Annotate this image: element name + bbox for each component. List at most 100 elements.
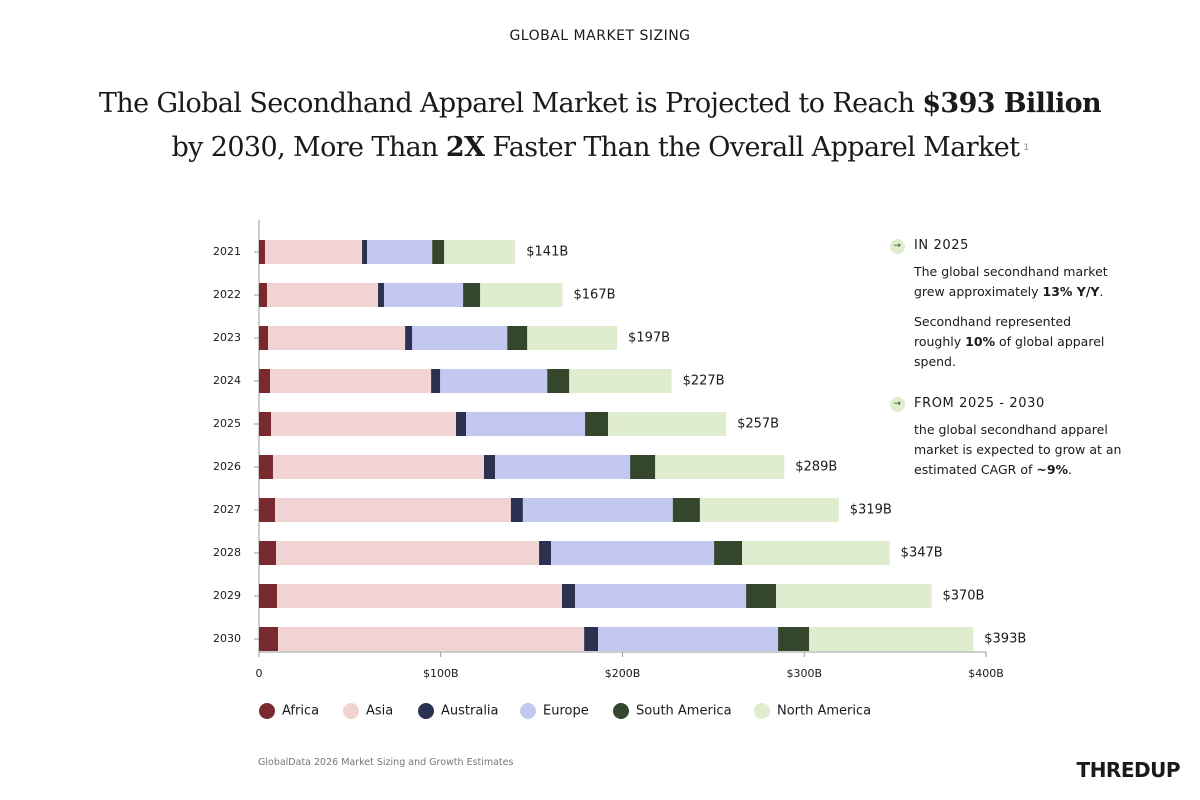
- bar-segment: [527, 326, 618, 350]
- bar-segment: [569, 369, 672, 393]
- bar-segment: [270, 369, 432, 393]
- note: → FROM 2025 - 2030 the global secondhand a…: [890, 394, 1122, 480]
- title-part: 2X: [445, 132, 485, 163]
- legend-swatch: [343, 703, 359, 719]
- legend-swatch: [418, 703, 434, 719]
- bar-segment: [776, 584, 932, 608]
- bar-segment: [259, 627, 279, 651]
- legend-label: Asia: [366, 704, 393, 719]
- total-label: $227B: [683, 374, 725, 389]
- x-tick-label: $100B: [423, 667, 459, 680]
- title-part: by 2030, More Than: [171, 132, 446, 163]
- x-tick-label: 0: [256, 667, 263, 680]
- note-text: The global secondhand market grew approx…: [914, 262, 1122, 302]
- bar-segment: [742, 541, 890, 565]
- bar-segment: [699, 498, 839, 522]
- bar-segment: [456, 412, 467, 436]
- total-label: $289B: [795, 460, 837, 475]
- footnote-mark: 1: [1023, 143, 1029, 153]
- total-label: $370B: [942, 589, 984, 604]
- bar-segment: [274, 498, 511, 522]
- bar-segment: [431, 369, 441, 393]
- logo: THREDUP: [1076, 758, 1181, 782]
- x-tick-label: $300B: [786, 667, 822, 680]
- bar-segment: [522, 498, 673, 522]
- note-icon: →: [890, 238, 905, 254]
- y-tick-label: 2021: [213, 245, 241, 258]
- y-tick-label: 2025: [213, 417, 241, 430]
- note-heading-text: FROM 2025 - 2030: [914, 396, 1045, 411]
- bar-segment: [672, 498, 700, 522]
- bar-segment: [259, 584, 277, 608]
- bar-segment: [598, 627, 779, 651]
- bar-segment: [539, 541, 552, 565]
- title-line: The Global Secondhand Apparel Market is …: [0, 82, 1200, 126]
- total-label: $167B: [574, 288, 616, 303]
- bar-segment: [585, 412, 609, 436]
- legend-item: South America: [613, 703, 732, 719]
- bar-segment: [264, 240, 363, 264]
- total-label: $197B: [628, 331, 670, 346]
- bar-segment: [495, 455, 631, 479]
- note-icon: →: [890, 396, 905, 412]
- note-part: Secondhand represented roughly: [914, 314, 1072, 349]
- bar-segment: [584, 627, 599, 651]
- bar-segment: [259, 455, 273, 479]
- bar-segment: [547, 369, 570, 393]
- legend-swatch: [259, 703, 275, 719]
- title-part: $393 Billion: [922, 88, 1102, 119]
- legend-item: Africa: [259, 703, 319, 719]
- title-line: by 2030, More Than 2X Faster Than the Ov…: [0, 126, 1200, 170]
- bar-segment: [268, 326, 406, 350]
- bar-segment: [466, 412, 586, 436]
- header: GLOBAL MARKET SIZING: [509, 28, 691, 44]
- bar-segment: [405, 326, 413, 350]
- source: GlobalData 2026 Market Sizing and Growth…: [258, 757, 514, 768]
- legend-item: North America: [754, 703, 871, 719]
- legend-label: North America: [777, 704, 871, 719]
- bar-segment: [714, 541, 743, 565]
- y-tick-label: 2023: [213, 331, 241, 344]
- legend-item: Australia: [418, 703, 499, 719]
- bar-segment: [276, 541, 540, 565]
- legend-item: Europe: [520, 703, 589, 719]
- title-part: Faster Than the Overall Apparel Market: [484, 132, 1020, 163]
- bar-segment: [259, 369, 271, 393]
- bar-segment: [551, 541, 715, 565]
- y-tick-label: 2029: [213, 589, 241, 602]
- bar-segment: [463, 283, 481, 307]
- legend-label: Australia: [441, 704, 499, 719]
- note-part: ~9%: [1036, 462, 1069, 477]
- y-tick-label: 2022: [213, 288, 241, 301]
- note: → IN 2025 The global secondhand market gre…: [890, 236, 1122, 372]
- bar-segment: [259, 412, 271, 436]
- bar-segment: [444, 240, 516, 264]
- bar-segment: [362, 240, 368, 264]
- y-tick-label: 2030: [213, 632, 241, 645]
- note-heading: → FROM 2025 - 2030: [890, 394, 1122, 414]
- total-label: $257B: [737, 417, 779, 432]
- bar-segment: [746, 584, 777, 608]
- legend-swatch: [520, 703, 536, 719]
- bar-segment: [412, 326, 508, 350]
- y-tick-label: 2026: [213, 460, 241, 473]
- legend-label: South America: [636, 704, 732, 719]
- bar-segment: [655, 455, 785, 479]
- bar-segment: [484, 455, 496, 479]
- bar-segment: [480, 283, 563, 307]
- note-heading-text: IN 2025: [914, 238, 969, 253]
- note-text: Secondhand represented roughly 10% of gl…: [914, 312, 1122, 372]
- total-label: $319B: [850, 503, 892, 518]
- note-part: .: [1099, 284, 1104, 299]
- bar-segment: [259, 498, 275, 522]
- legend-item: Asia: [343, 703, 393, 719]
- note-text: the global secondhand apparel market is …: [914, 420, 1122, 480]
- bar-segment: [259, 240, 265, 264]
- note-part: 10%: [965, 334, 996, 349]
- bar-segment: [432, 240, 445, 264]
- note-heading: → IN 2025: [890, 236, 1122, 256]
- bar-segment: [440, 369, 548, 393]
- total-label: $393B: [984, 632, 1026, 647]
